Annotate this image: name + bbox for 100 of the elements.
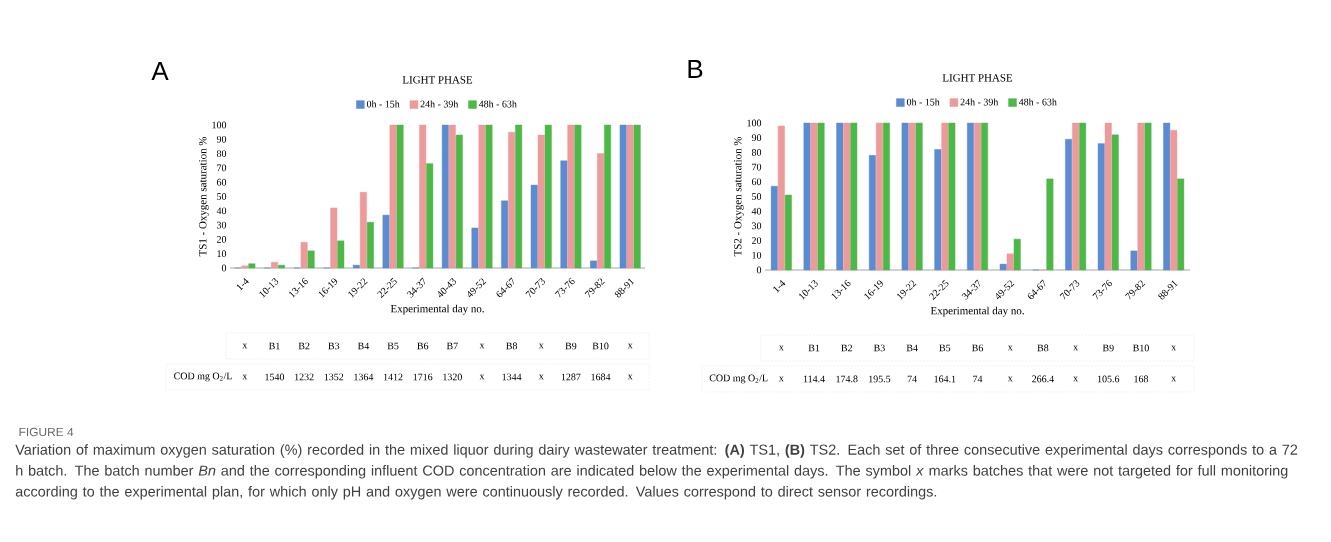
y-tick-label: 80 [751, 149, 762, 156]
bar [770, 185, 778, 271]
bar [619, 124, 627, 269]
bar [803, 122, 811, 271]
bar [471, 227, 479, 269]
y-tick-label: 40 [751, 207, 762, 215]
bar [967, 122, 974, 271]
text: B4 [357, 342, 370, 350]
text: B6 [417, 342, 429, 350]
bar [843, 122, 851, 271]
text: 1540 [265, 373, 285, 381]
text: B7 [446, 342, 458, 350]
bar [1072, 122, 1080, 271]
bar [515, 124, 523, 269]
bar [868, 155, 876, 271]
bar [419, 124, 427, 269]
text: x [242, 374, 248, 380]
legend-label: 48h - 63h [1018, 98, 1057, 106]
text: B1 [268, 342, 280, 350]
bar [337, 240, 345, 269]
bar [455, 134, 463, 269]
bar [1046, 178, 1054, 271]
y-tick-label: 0 [756, 266, 762, 274]
chart-title: LIGHT PHASE [942, 74, 1013, 82]
bar [271, 262, 278, 269]
text: 1716 [413, 373, 433, 381]
text: x [479, 343, 485, 349]
text: B6 [971, 344, 984, 352]
bar [1137, 122, 1145, 271]
bar [590, 260, 597, 269]
text: x [1073, 376, 1078, 382]
text: 1320 [443, 373, 462, 381]
bar [934, 149, 942, 271]
bar [396, 124, 404, 269]
bar [248, 263, 256, 269]
text: 1287 [561, 373, 581, 381]
bar [1111, 134, 1119, 271]
bar [366, 222, 374, 269]
text: 195.5 [869, 375, 891, 383]
text: B9 [565, 342, 577, 350]
bar [478, 124, 486, 269]
text: x [778, 345, 784, 351]
bar [626, 124, 634, 269]
text: B [688, 60, 703, 78]
bar [485, 124, 493, 269]
bar [915, 122, 923, 271]
y-tick-label: 10 [217, 250, 227, 258]
bar [1013, 238, 1021, 271]
text: 174.8 [836, 375, 858, 383]
bar [882, 122, 890, 271]
bar [1177, 178, 1185, 271]
bar [633, 124, 641, 269]
legend-label: 24h - 39h [960, 98, 999, 106]
bar [389, 124, 397, 269]
text: B5 [939, 344, 951, 352]
legend-label: 48h - 63h [478, 100, 517, 108]
bar [1104, 122, 1112, 271]
y-tick-label: 90 [751, 134, 762, 142]
text: x [627, 343, 633, 349]
y-tick-label: 30 [752, 222, 762, 230]
text: 1344 [502, 373, 522, 381]
bar [544, 124, 552, 269]
legend-label: 0h - 15h [366, 100, 400, 108]
y-axis-title: TS2 - Oxygen saturation % [734, 136, 744, 257]
y-tick-label: 100 [747, 119, 762, 127]
y-tick-label: 10 [752, 251, 762, 259]
y-tick-label: 50 [217, 193, 227, 200]
bar [817, 122, 825, 271]
text: B4 [906, 344, 918, 352]
x-tick-label: 1-4 [236, 277, 249, 291]
bar [1163, 122, 1171, 271]
y-tick-label: 70 [752, 163, 762, 171]
bar [901, 122, 909, 271]
bar [537, 134, 545, 269]
bar [1097, 143, 1105, 271]
text: B3 [328, 342, 340, 350]
bar [382, 214, 390, 269]
y-tick-label: 20 [216, 236, 227, 243]
bar [300, 242, 308, 269]
text: B8 [1037, 344, 1049, 352]
bar [850, 122, 858, 271]
text: COD mg O$_{2}$/L [174, 372, 232, 382]
bar [974, 122, 981, 271]
y-axis-title: TS1 - Oxygen saturation % [199, 136, 209, 257]
bar [836, 122, 844, 271]
text: x [1007, 345, 1013, 351]
text: x [1007, 376, 1013, 382]
text: x [1073, 345, 1078, 351]
bar [981, 122, 988, 271]
bar [784, 194, 792, 271]
text: 1232 [295, 373, 314, 381]
text: 74 [907, 375, 917, 383]
bar [567, 124, 575, 269]
bar [999, 263, 1007, 271]
bar [810, 122, 818, 271]
text: 74 [973, 375, 983, 383]
bar [1065, 138, 1073, 271]
y-tick-label: 50 [752, 193, 762, 200]
bar [875, 122, 883, 271]
text: B3 [873, 344, 885, 352]
